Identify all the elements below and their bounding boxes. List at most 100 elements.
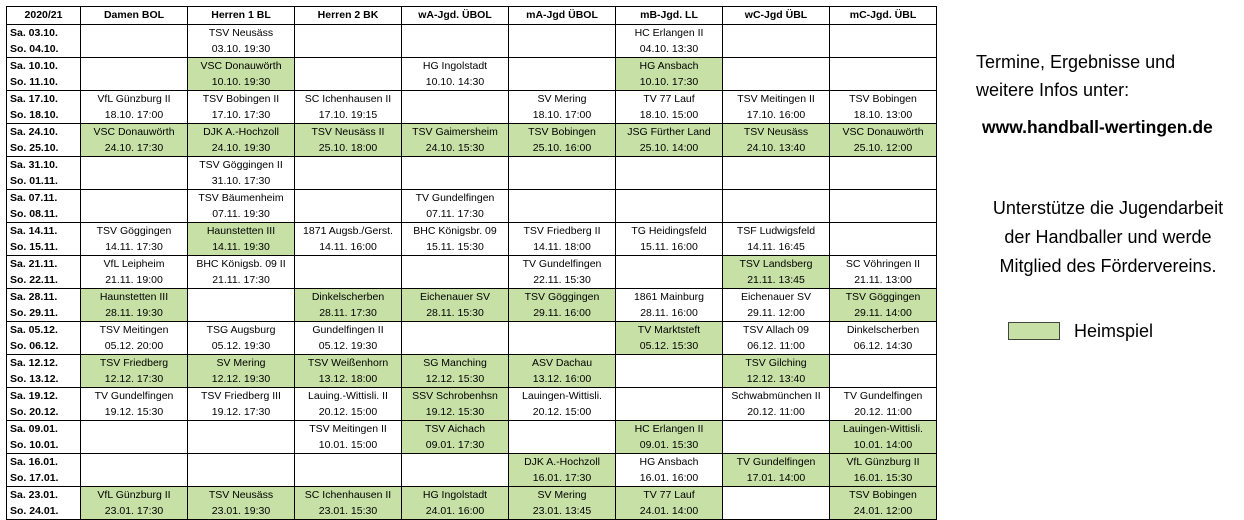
saturday-date-cell: Sa. 19.12.	[6, 387, 81, 404]
saturday-date-cell: Sa. 14.11.	[6, 222, 81, 239]
game-time-cell: 19.12. 15:30	[80, 404, 188, 421]
game-time-cell: 18.10. 17:00	[80, 107, 188, 124]
game-time-cell: 10.10. 19:30	[187, 74, 295, 91]
opponent-cell: JSG Fürther Land	[615, 123, 723, 140]
empty-cell	[80, 24, 188, 41]
empty-cell	[829, 206, 937, 223]
table-row: So. 17.01. 16.01. 17:30 16.01. 16:00 17.01.…	[6, 470, 937, 487]
empty-cell	[80, 173, 188, 190]
opponent-cell: TSV Bobingen II	[187, 90, 295, 107]
opponent-cell: TSV Bäumenheim	[187, 189, 295, 206]
sunday-date-cell: So. 25.10.	[6, 140, 81, 157]
empty-cell	[615, 371, 723, 388]
opponent-cell: 1861 Mainburg	[615, 288, 723, 305]
table-row: So. 11.10. 10.10. 19:30 10.10. 14:30 10.10.…	[6, 74, 937, 91]
table-row: Sa. 03.10. TSV Neusäss HC Erlangen II	[6, 24, 937, 41]
table-header-row: 2020/21 Damen BOL Herren 1 BL Herren 2 BK wA…	[6, 6, 937, 25]
opponent-cell: TSV Gilching	[722, 354, 830, 371]
sunday-date-cell: So. 18.10.	[6, 107, 81, 124]
opponent-cell: VfL Günzburg II	[80, 486, 188, 503]
game-time-cell: 10.01. 15:00	[294, 437, 402, 454]
game-time-cell: 14.11. 16:00	[294, 239, 402, 256]
support-line-2: der Handballer und werde	[1004, 227, 1212, 247]
empty-cell	[294, 189, 402, 206]
game-time-cell: 18.10. 15:00	[615, 107, 723, 124]
game-time-cell: 28.11. 19:30	[80, 305, 188, 322]
legend: Heimspiel	[1008, 320, 1153, 342]
table-row: So. 18.10. 18.10. 17:00 17.10. 17:30 17.10.…	[6, 107, 937, 124]
empty-cell	[508, 156, 616, 173]
opponent-cell: TSV Meitingen	[80, 321, 188, 338]
opponent-cell: SV Mering	[187, 354, 295, 371]
table-row: Sa. 07.11. TSV Bäumenheim TV Gundelfingen	[6, 189, 937, 206]
game-time-cell: 25.10. 16:00	[508, 140, 616, 157]
empty-cell	[508, 206, 616, 223]
empty-cell	[401, 255, 509, 272]
opponent-cell: SC Ichenhausen II	[294, 486, 402, 503]
empty-cell	[829, 41, 937, 58]
game-time-cell: 24.01. 14:00	[615, 503, 723, 520]
opponent-cell: Schwabmünchen II	[722, 387, 830, 404]
opponent-cell: Lauingen-Wittisli.	[508, 387, 616, 404]
sunday-date-cell: So. 15.11.	[6, 239, 81, 256]
game-time-cell: 15.11. 15:30	[401, 239, 509, 256]
table-row: So. 08.11. 07.11. 19:30 07.11. 17:30	[6, 206, 937, 223]
game-time-cell: 16.01. 15:30	[829, 470, 937, 487]
sunday-date-cell: So. 13.12.	[6, 371, 81, 388]
opponent-cell: TV Marktsteft	[615, 321, 723, 338]
table-row: Sa. 12.12. TSV Friedberg SV Mering TSV Weiß…	[6, 354, 937, 371]
empty-cell	[294, 470, 402, 487]
opponent-cell: TSV Neusäss	[187, 486, 295, 503]
table-row: So. 13.12. 12.12. 17:30 12.12. 19:30 13.12.…	[6, 371, 937, 388]
team-column-header: wA-Jgd. ÜBOL	[401, 6, 509, 25]
opponent-cell: TSV Göggingen	[508, 288, 616, 305]
opponent-cell: TSV Bobingen	[829, 90, 937, 107]
table-row: So. 29.11. 28.11. 19:30 28.11. 17:30 28.11.…	[6, 305, 937, 322]
opponent-cell: TV Gundelfingen	[401, 189, 509, 206]
empty-cell	[508, 57, 616, 74]
game-time-cell: 14.11. 18:00	[508, 239, 616, 256]
opponent-cell: Haunstetten III	[80, 288, 188, 305]
empty-cell	[722, 156, 830, 173]
opponent-cell: TV 77 Lauf	[615, 486, 723, 503]
empty-cell	[829, 371, 937, 388]
info-line-2: weitere Infos unter:	[976, 80, 1130, 100]
team-column-header: Damen BOL	[80, 6, 188, 25]
empty-cell	[829, 24, 937, 41]
empty-cell	[80, 189, 188, 206]
game-time-cell: 10.01. 14:00	[829, 437, 937, 454]
table-body: Sa. 03.10. TSV Neusäss HC Erlangen II So. 0…	[6, 24, 937, 520]
opponent-cell: Lauingen-Wittisli.	[829, 420, 937, 437]
sunday-date-cell: So. 08.11.	[6, 206, 81, 223]
opponent-cell: DJK A.-Hochzoll	[508, 453, 616, 470]
website-link[interactable]: www.handball-wertingen.de	[982, 117, 1213, 137]
game-time-cell: 23.01. 13:45	[508, 503, 616, 520]
empty-cell	[615, 189, 723, 206]
table-row: So. 24.01. 23.01. 17:30 23.01. 19:30 23.01.…	[6, 503, 937, 520]
opponent-cell: TSV Friedberg	[80, 354, 188, 371]
opponent-cell: VSC Donauwörth	[829, 123, 937, 140]
opponent-cell: TSV Göggingen II	[187, 156, 295, 173]
game-time-cell: 25.10. 18:00	[294, 140, 402, 157]
table-row: So. 06.12. 05.12. 20:00 05.12. 19:30 05.12.…	[6, 338, 937, 355]
sunday-date-cell: So. 11.10.	[6, 74, 81, 91]
opponent-cell: VfL Günzburg II	[80, 90, 188, 107]
empty-cell	[829, 354, 937, 371]
empty-cell	[615, 173, 723, 190]
saturday-date-cell: Sa. 28.11.	[6, 288, 81, 305]
table-row: Sa. 31.10. TSV Göggingen II	[6, 156, 937, 173]
table-row: Sa. 17.10. VfL Günzburg II TSV Bobingen II…	[6, 90, 937, 107]
opponent-cell: ASV Dachau	[508, 354, 616, 371]
empty-cell	[508, 24, 616, 41]
empty-cell	[80, 470, 188, 487]
empty-cell	[615, 387, 723, 404]
sunday-date-cell: So. 22.11.	[6, 272, 81, 289]
table-row: Sa. 19.12. TV Gundelfingen TSV Friedberg I…	[6, 387, 937, 404]
opponent-cell: Dinkelscherben	[294, 288, 402, 305]
saturday-date-cell: Sa. 05.12.	[6, 321, 81, 338]
game-time-cell: 14.11. 16:45	[722, 239, 830, 256]
game-time-cell: 17.10. 17:30	[187, 107, 295, 124]
empty-cell	[508, 41, 616, 58]
opponent-cell: Dinkelscherben	[829, 321, 937, 338]
sunday-date-cell: So. 24.01.	[6, 503, 81, 520]
